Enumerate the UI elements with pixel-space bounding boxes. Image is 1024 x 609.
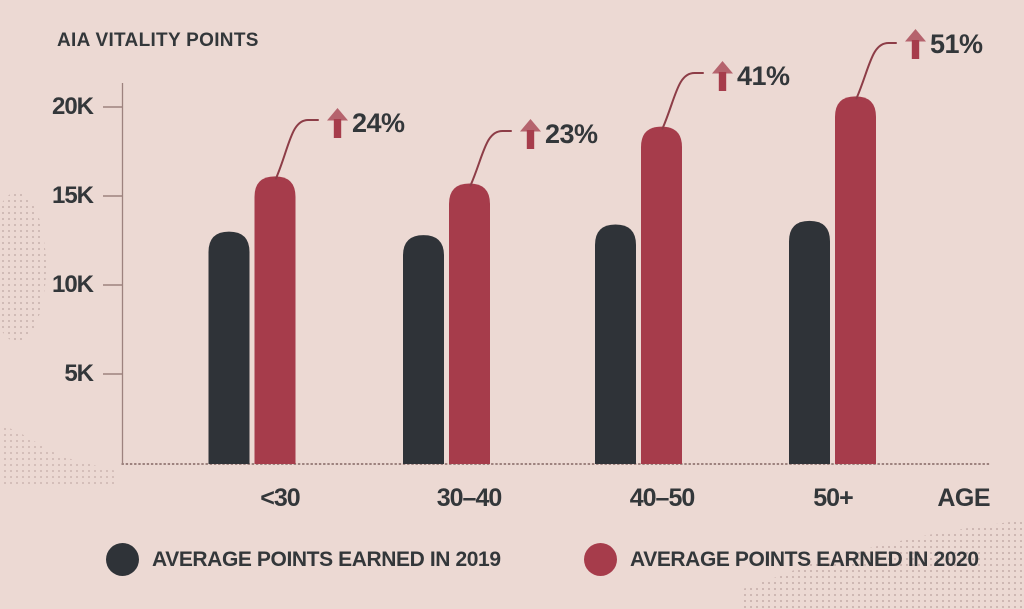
annotation-leader-line xyxy=(855,42,897,100)
x-category-label: 40–50 xyxy=(629,484,696,512)
annotation-label: 41% xyxy=(737,60,790,91)
y-tick-label-15k: 15K xyxy=(51,182,94,209)
x-category-label: <30 xyxy=(260,484,300,512)
x-category-label: 50+ xyxy=(813,484,853,512)
legend-marker-2020 xyxy=(584,543,617,576)
bar-series1-group2 xyxy=(641,126,682,464)
y-tick-label-10k: 10K xyxy=(51,271,94,298)
legend-item-2019: AVERAGE POINTS EARNED IN 2019 xyxy=(106,543,501,576)
bar-series1-group3 xyxy=(835,96,876,464)
annotation-increase: 24% xyxy=(326,107,405,139)
annotation-leader-line xyxy=(661,72,704,130)
annotation-increase: 23% xyxy=(519,118,598,150)
annotation-label: 24% xyxy=(352,107,405,138)
bar-series1-group0 xyxy=(254,176,296,465)
bar-series0-group2 xyxy=(595,224,636,464)
chart-title: AIA VITALITY POINTS xyxy=(57,30,259,51)
annotation-increase: 51% xyxy=(904,28,983,60)
bar-series0-group0 xyxy=(208,231,250,464)
annotation-label: 23% xyxy=(545,118,598,149)
y-tick-label-5k: 5K xyxy=(64,360,94,387)
annotation-label: 51% xyxy=(930,28,983,59)
bar-series0-group3 xyxy=(789,220,830,464)
legend-item-2020: AVERAGE POINTS EARNED IN 2020 xyxy=(584,543,979,576)
annotation-leader-line xyxy=(469,130,512,187)
arrow-up-icon xyxy=(712,61,733,91)
legend-label-2020: AVERAGE POINTS EARNED IN 2020 xyxy=(630,547,979,571)
arrow-up-icon xyxy=(327,108,348,138)
arrow-up-icon xyxy=(905,29,926,59)
x-axis-title: AGE xyxy=(937,484,990,512)
y-tick-label-20k: 20K xyxy=(51,93,94,120)
annotation-leader-line xyxy=(275,119,319,180)
legend-label-2019: AVERAGE POINTS EARNED IN 2019 xyxy=(152,547,501,571)
bar-series1-group1 xyxy=(449,183,490,465)
annotation-increase: 41% xyxy=(711,60,790,92)
legend-marker-2019 xyxy=(106,543,139,576)
arrow-up-icon xyxy=(520,119,541,149)
x-category-label: 30–40 xyxy=(436,484,503,512)
bar-series0-group1 xyxy=(403,235,444,464)
